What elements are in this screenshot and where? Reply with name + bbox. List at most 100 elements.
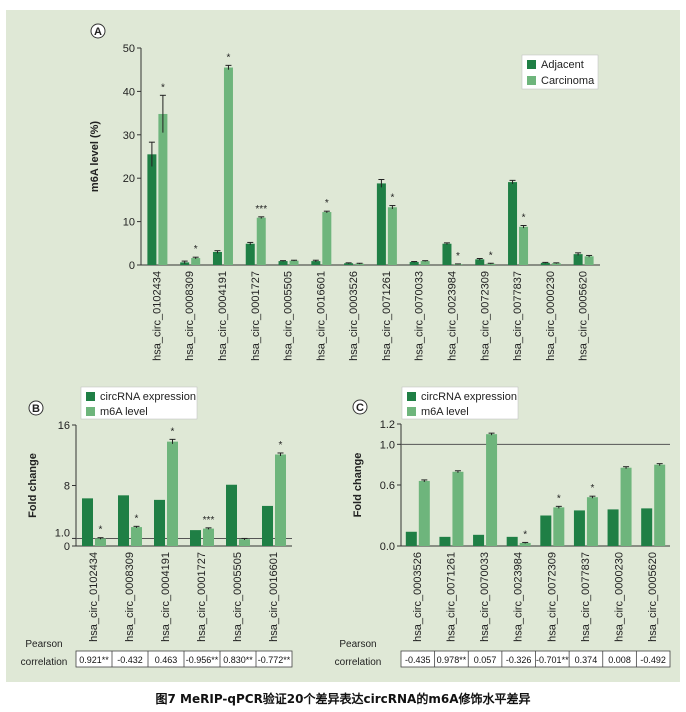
bar-series1-hsa_circ_0005620	[573, 254, 583, 265]
bar-series1-hsa_circ_0000230	[540, 262, 550, 265]
y-tick-label: 20	[123, 173, 135, 185]
figure-panel: A 0 10 20 30 40 50 m6A level (%) * hsa_circ_01024…	[6, 10, 680, 682]
figure-svg: A 0 10 20 30 40 50 m6A level (%) * hsa_circ_01024…	[21, 23, 671, 668]
x-tick-label: hsa_circ_0005620	[647, 552, 659, 642]
bar-series2-hsa_circ_0005505	[289, 260, 299, 265]
y-axis-label: Fold change	[352, 453, 364, 518]
x-tick-label: hsa_circ_0016601	[315, 271, 327, 361]
bar-series2-hsa_circ_0008309	[191, 258, 201, 265]
y-tick-label: 10	[123, 217, 135, 229]
x-tick-label: hsa_circ_0072309	[479, 271, 491, 361]
pearson-value: 0.921**	[79, 655, 109, 665]
y-tick-label: 0.6	[380, 480, 395, 492]
bar-series1-hsa_circ_0001727	[190, 530, 201, 546]
x-tick-label: hsa_circ_0077837	[580, 552, 592, 642]
x-tick-label: hsa_circ_0001727	[250, 271, 262, 361]
bar-series2-hsa_circ_0004191	[167, 441, 178, 546]
bar-series1-hsa_circ_0023984	[442, 243, 452, 265]
bar-series2-hsa_circ_0005620	[584, 256, 594, 265]
x-tick-label: hsa_circ_0071261	[445, 552, 457, 642]
y-tick-label: 1.2	[380, 419, 395, 431]
bar-series2-hsa_circ_0102434	[158, 113, 168, 265]
panel-letter: B	[32, 403, 40, 415]
bar-series2-hsa_circ_0102434	[95, 538, 106, 546]
pearson-label-line2: correlation	[21, 657, 68, 668]
x-tick-label: hsa_circ_0102434	[151, 271, 163, 361]
x-tick-label: hsa_circ_0000230	[614, 552, 626, 642]
x-tick-label: hsa_circ_0070033	[479, 552, 491, 642]
x-tick-label: hsa_circ_0023984	[446, 271, 458, 361]
bar-series2-hsa_circ_0005620	[654, 464, 666, 546]
bar-series2-hsa_circ_0008309	[131, 527, 142, 546]
y-tick-label: 1.0	[55, 527, 70, 539]
legend-box	[80, 386, 198, 420]
x-tick-label: hsa_circ_0071261	[381, 271, 393, 361]
x-tick-label: hsa_circ_0004191	[160, 552, 172, 642]
y-tick-label: 16	[58, 420, 70, 432]
y-tick-label: 0	[64, 541, 70, 553]
significance-marker: *	[489, 250, 493, 261]
bar-series2-hsa_circ_0003526	[418, 480, 430, 546]
bar-series2-hsa_circ_0003526	[355, 263, 365, 265]
significance-marker: *	[99, 525, 103, 536]
y-tick-label: 0.0	[380, 541, 395, 553]
chart-panel-a: A 0 10 20 30 40 50 m6A level (%) * hsa_circ_01024…	[89, 23, 600, 361]
panel-letter: A	[94, 26, 102, 38]
significance-marker: *	[522, 213, 526, 224]
x-tick-label: hsa_circ_0008309	[184, 271, 196, 361]
x-tick-label: hsa_circ_0000230	[545, 271, 557, 361]
bar-series1-hsa_circ_0102434	[147, 154, 157, 265]
bar-series1-hsa_circ_0023984	[506, 536, 518, 546]
bar-series2-hsa_circ_0070033	[420, 261, 430, 265]
pearson-label-line1: Pearson	[339, 639, 376, 650]
significance-marker: *	[171, 426, 175, 437]
bar-series2-hsa_circ_0077837	[519, 226, 529, 265]
significance-marker: *	[523, 529, 527, 540]
pearson-value: -0.435	[405, 655, 431, 665]
pearson-label-line2: correlation	[335, 657, 382, 668]
bar-series2-hsa_circ_0070033	[486, 434, 498, 546]
bar-series2-hsa_circ_0005505	[239, 539, 250, 546]
bar-series1-hsa_circ_0004191	[154, 499, 165, 546]
bar-series2-hsa_circ_0000230	[551, 263, 561, 265]
x-tick-label: hsa_circ_0003526	[412, 552, 424, 642]
bar-series2-hsa_circ_0016601	[322, 212, 332, 265]
bar-series1-hsa_circ_0070033	[409, 261, 419, 265]
legend-label: Carcinoma	[541, 75, 595, 87]
bar-series2-hsa_circ_0072309	[553, 507, 565, 546]
panel-letter-circle	[352, 399, 368, 415]
legend-swatch	[86, 392, 95, 401]
significance-marker: *	[590, 483, 594, 494]
bar-series1-hsa_circ_0003526	[405, 531, 417, 546]
legend-label: Adjacent	[541, 59, 584, 71]
bar-series1-hsa_circ_0070033	[473, 534, 485, 546]
bar-series2-hsa_circ_0001727	[203, 528, 214, 546]
bar-series2-hsa_circ_0000230	[620, 467, 632, 546]
x-tick-label: hsa_circ_0023984	[513, 552, 525, 642]
bar-series2-hsa_circ_0001727	[256, 217, 266, 265]
bar-series1-hsa_circ_0077837	[573, 510, 585, 546]
legend-swatch	[527, 60, 536, 69]
x-tick-label: hsa_circ_0016601	[268, 552, 280, 642]
x-tick-label: hsa_circ_0001727	[196, 552, 208, 642]
y-tick-label: 40	[123, 86, 135, 98]
x-tick-label: hsa_circ_0005505	[232, 552, 244, 642]
significance-marker: *	[325, 198, 329, 209]
pearson-value: 0.978**	[437, 655, 467, 665]
bar-series1-hsa_circ_0071261	[439, 536, 451, 546]
legend-swatch	[86, 407, 95, 416]
bar-series2-hsa_circ_0072309	[486, 263, 496, 265]
bar-series1-hsa_circ_0071261	[376, 183, 386, 265]
x-tick-label: hsa_circ_0077837	[512, 271, 524, 361]
bar-series1-hsa_circ_0005505	[226, 484, 237, 546]
pearson-value: 0.008	[608, 655, 631, 665]
legend-label: circRNA expression	[100, 391, 196, 403]
bar-series1-hsa_circ_0016601	[262, 505, 273, 546]
bar-series2-hsa_circ_0023984	[453, 264, 463, 265]
significance-marker: *	[390, 193, 394, 204]
x-tick-label: hsa_circ_0102434	[88, 552, 100, 642]
x-tick-label: hsa_circ_0072309	[546, 552, 558, 642]
legend-box	[401, 386, 519, 420]
pearson-value: 0.374	[575, 655, 598, 665]
bar-series1-hsa_circ_0102434	[82, 498, 93, 546]
